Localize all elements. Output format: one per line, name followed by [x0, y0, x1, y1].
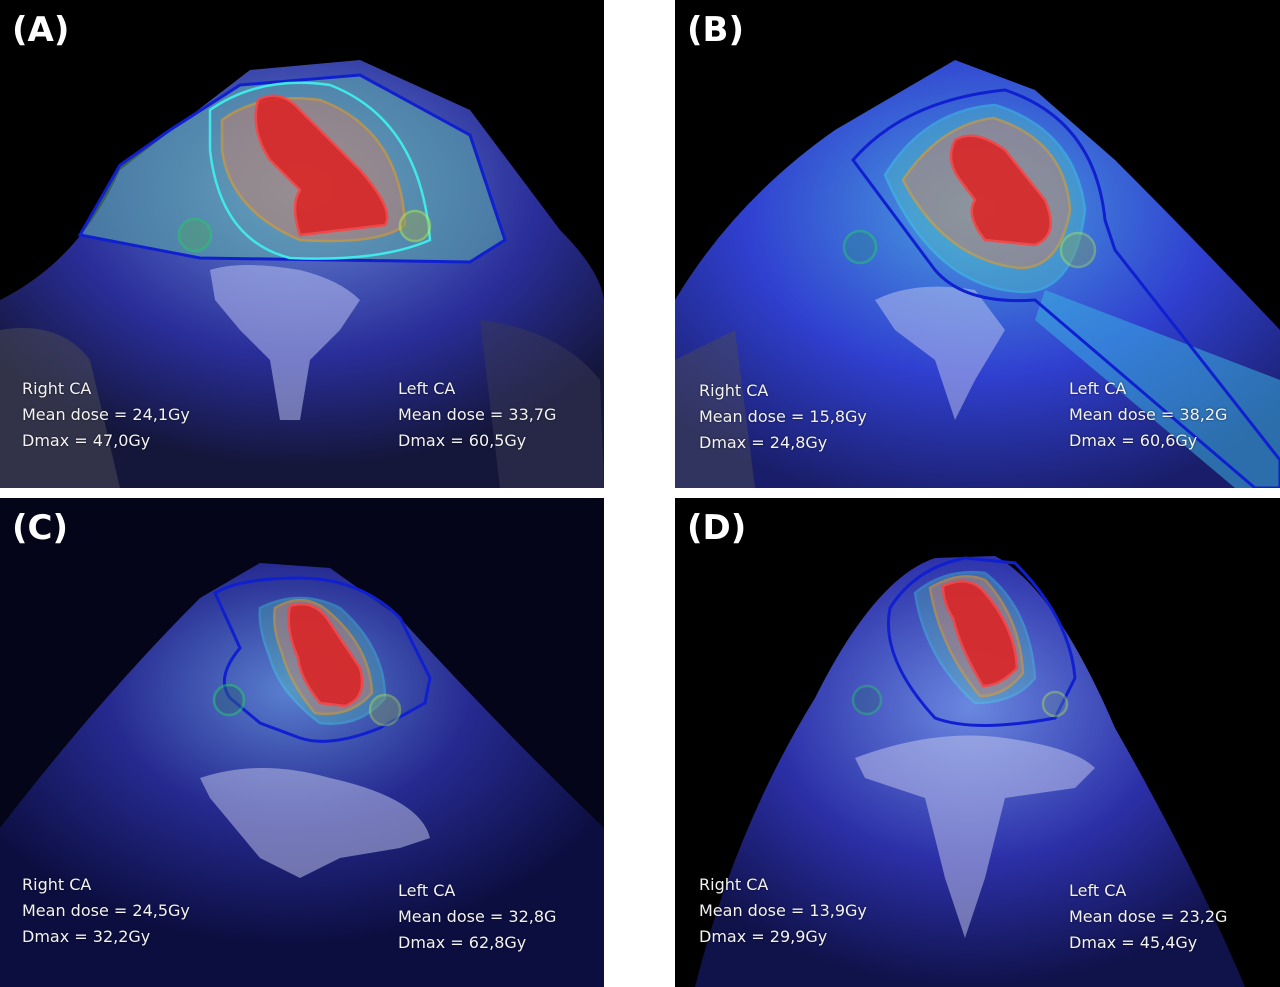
left-ca-title: Left CA	[1069, 379, 1127, 398]
right-ca-title: Right CA	[22, 379, 92, 398]
right-ca-dmax: Dmax = 29,9Gy	[699, 927, 828, 946]
ct-dose-image-d	[675, 498, 1280, 987]
panel-label: (B)	[687, 10, 744, 50]
right-ca-dmax: Dmax = 47,0Gy	[22, 431, 151, 450]
left-ca-dmax: Dmax = 62,8Gy	[398, 933, 527, 952]
left-ca-stats: Left CA Mean dose = 32,8G Dmax = 62,8Gy	[398, 878, 556, 956]
right-ca-stats: Right CA Mean dose = 15,8Gy Dmax = 24,8G…	[699, 378, 867, 456]
panel-b: (B) Right CA Mean dose = 15,8Gy Dmax = 2…	[675, 0, 1280, 488]
right-ca-dmax: Dmax = 32,2Gy	[22, 927, 151, 946]
right-ca-mean-dose: Mean dose = 24,1Gy	[22, 405, 190, 424]
left-ca-dmax: Dmax = 60,5Gy	[398, 431, 527, 450]
left-ca-mean-dose: Mean dose = 38,2G	[1069, 405, 1228, 424]
right-ca-mean-dose: Mean dose = 24,5Gy	[22, 901, 190, 920]
left-ca-dmax: Dmax = 45,4Gy	[1069, 933, 1198, 952]
ct-dose-image-b	[675, 0, 1280, 488]
right-ca-stats: Right CA Mean dose = 24,5Gy Dmax = 32,2G…	[22, 872, 190, 950]
right-ca-mean-dose: Mean dose = 15,8Gy	[699, 407, 867, 426]
panel-label: (D)	[687, 508, 747, 548]
left-ca-dmax: Dmax = 60,6Gy	[1069, 431, 1198, 450]
left-ca-mean-dose: Mean dose = 33,7G	[398, 405, 557, 424]
left-ca-stats: Left CA Mean dose = 33,7G Dmax = 60,5Gy	[398, 376, 556, 454]
panel-label: (A)	[12, 10, 70, 50]
right-ca-stats: Right CA Mean dose = 13,9Gy Dmax = 29,9G…	[699, 872, 867, 950]
left-ca-mean-dose: Mean dose = 23,2G	[1069, 907, 1228, 926]
right-ca-stats: Right CA Mean dose = 24,1Gy Dmax = 47,0G…	[22, 376, 190, 454]
right-ca-title: Right CA	[699, 381, 769, 400]
ct-dose-image-a	[0, 0, 604, 488]
ct-dose-image-c	[0, 498, 604, 987]
left-ca-stats: Left CA Mean dose = 38,2G Dmax = 60,6Gy	[1069, 376, 1227, 454]
right-ca-dmax: Dmax = 24,8Gy	[699, 433, 828, 452]
left-ca-mean-dose: Mean dose = 32,8G	[398, 907, 557, 926]
panel-c: (C) Right CA Mean dose = 24,5Gy Dmax = 3…	[0, 498, 604, 987]
left-ca-stats: Left CA Mean dose = 23,2G Dmax = 45,4Gy	[1069, 878, 1227, 956]
right-ca-title: Right CA	[22, 875, 92, 894]
right-ca-mean-dose: Mean dose = 13,9Gy	[699, 901, 867, 920]
panel-d: (D) Right CA Mean dose = 13,9Gy Dmax = 2…	[675, 498, 1280, 987]
left-ca-title: Left CA	[1069, 881, 1127, 900]
left-ca-title: Left CA	[398, 881, 456, 900]
panel-label: (C)	[12, 508, 69, 548]
panel-a: (A) Right CA Mean dose = 24,1Gy Dmax = 4…	[0, 0, 604, 488]
left-ca-title: Left CA	[398, 379, 456, 398]
right-ca-title: Right CA	[699, 875, 769, 894]
